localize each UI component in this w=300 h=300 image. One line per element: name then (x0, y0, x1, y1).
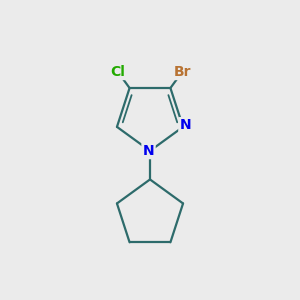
Text: Cl: Cl (110, 65, 125, 79)
Text: N: N (180, 118, 191, 132)
Text: Br: Br (173, 65, 191, 79)
Text: N: N (143, 144, 154, 158)
